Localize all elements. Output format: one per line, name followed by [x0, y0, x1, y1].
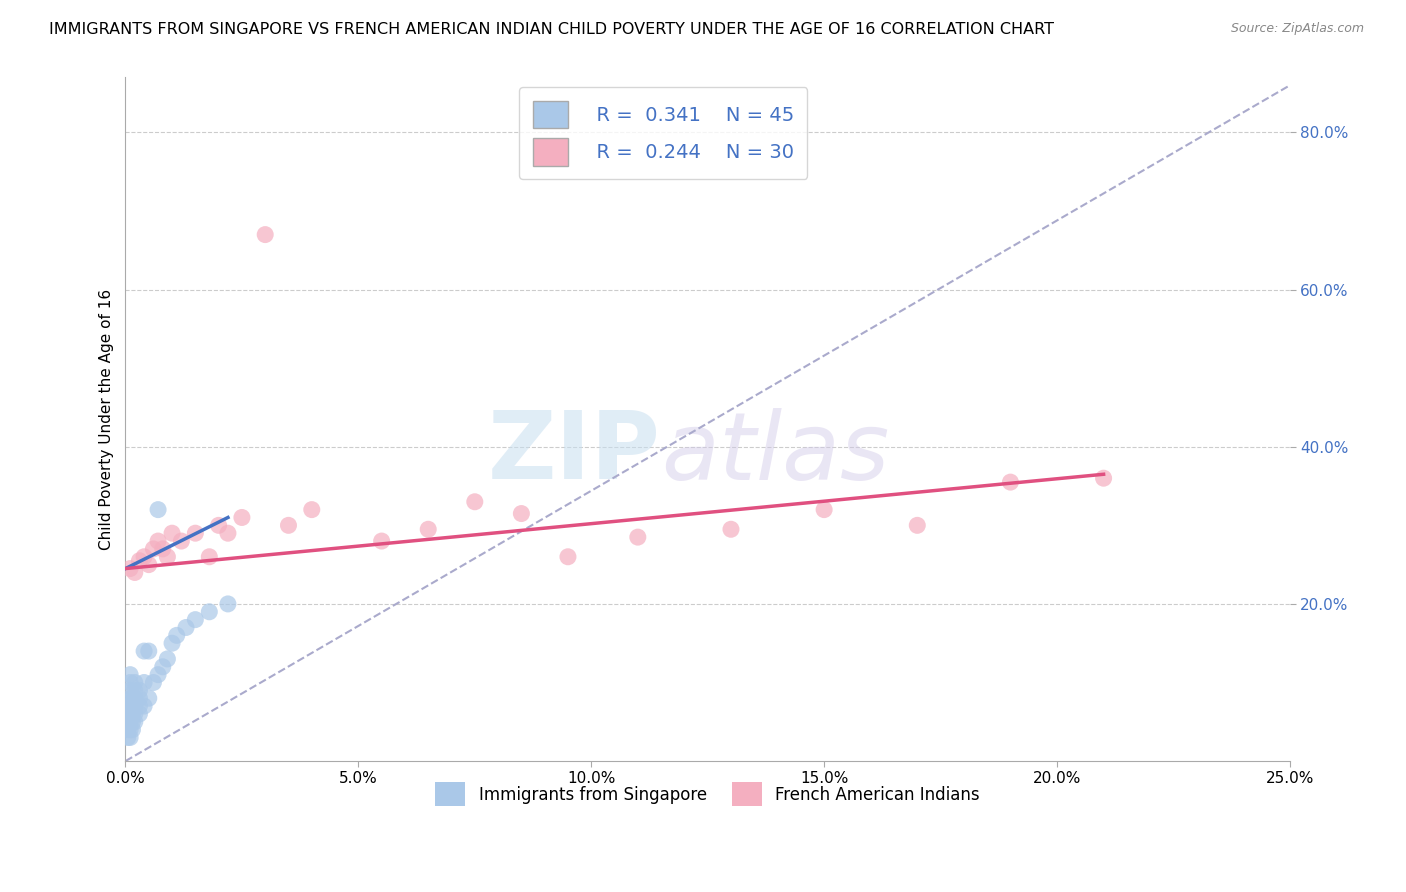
Point: [170, 534, 193, 549]
Point: [138, 691, 160, 706]
Text: atlas: atlas: [661, 408, 890, 499]
Point: [160, 526, 183, 541]
Point: [117, 731, 139, 745]
Point: [120, 706, 142, 721]
Point: [418, 522, 440, 536]
Point: [156, 652, 179, 666]
Point: [120, 731, 142, 745]
Point: [184, 613, 207, 627]
Point: [184, 526, 207, 541]
Point: [128, 554, 150, 568]
Point: [120, 561, 142, 575]
Point: [142, 675, 165, 690]
Point: [124, 691, 146, 706]
Point: [120, 667, 142, 681]
Point: [277, 518, 299, 533]
Point: [120, 675, 142, 690]
Point: [121, 706, 143, 721]
Point: [121, 691, 143, 706]
Point: [124, 566, 146, 580]
Point: [627, 530, 650, 544]
Text: IMMIGRANTS FROM SINGAPORE VS FRENCH AMERICAN INDIAN CHILD POVERTY UNDER THE AGE : IMMIGRANTS FROM SINGAPORE VS FRENCH AMER…: [49, 22, 1054, 37]
Point: [121, 714, 143, 729]
Point: [117, 699, 139, 714]
Point: [120, 699, 142, 714]
Point: [254, 227, 277, 242]
Point: [138, 644, 160, 658]
Point: [152, 660, 174, 674]
Text: ZIP: ZIP: [488, 408, 661, 500]
Point: [174, 620, 197, 634]
Point: [120, 714, 142, 729]
Point: [124, 706, 146, 721]
Point: [146, 534, 169, 549]
Point: [121, 699, 143, 714]
Point: [120, 723, 142, 737]
Point: [117, 706, 139, 721]
Point: [132, 699, 155, 714]
Point: [1092, 471, 1115, 485]
Point: [146, 667, 169, 681]
Point: [301, 502, 323, 516]
Point: [217, 597, 239, 611]
Point: [124, 683, 146, 698]
Point: [198, 605, 221, 619]
Point: [142, 541, 165, 556]
Point: [146, 502, 169, 516]
Text: Source: ZipAtlas.com: Source: ZipAtlas.com: [1230, 22, 1364, 36]
Point: [198, 549, 221, 564]
Point: [217, 526, 239, 541]
Point: [720, 522, 742, 536]
Point: [128, 706, 150, 721]
Point: [132, 675, 155, 690]
Point: [905, 518, 928, 533]
Point: [121, 723, 143, 737]
Point: [120, 691, 142, 706]
Point: [207, 518, 229, 533]
Point: [128, 699, 150, 714]
Point: [124, 699, 146, 714]
Point: [156, 549, 179, 564]
Point: [128, 683, 150, 698]
Point: [152, 541, 174, 556]
Point: [166, 628, 188, 642]
Legend: Immigrants from Singapore, French American Indians: Immigrants from Singapore, French Americ…: [427, 774, 988, 814]
Point: [138, 558, 160, 572]
Point: [464, 495, 486, 509]
Point: [124, 714, 146, 729]
Point: [557, 549, 579, 564]
Point: [132, 644, 155, 658]
Point: [160, 636, 183, 650]
Point: [370, 534, 392, 549]
Point: [231, 510, 253, 524]
Point: [128, 691, 150, 706]
Point: [124, 675, 146, 690]
Point: [1000, 475, 1022, 489]
Point: [117, 714, 139, 729]
Point: [510, 507, 533, 521]
Point: [120, 683, 142, 698]
Y-axis label: Child Poverty Under the Age of 16: Child Poverty Under the Age of 16: [100, 289, 114, 549]
Point: [132, 549, 155, 564]
Point: [813, 502, 835, 516]
Point: [117, 723, 139, 737]
